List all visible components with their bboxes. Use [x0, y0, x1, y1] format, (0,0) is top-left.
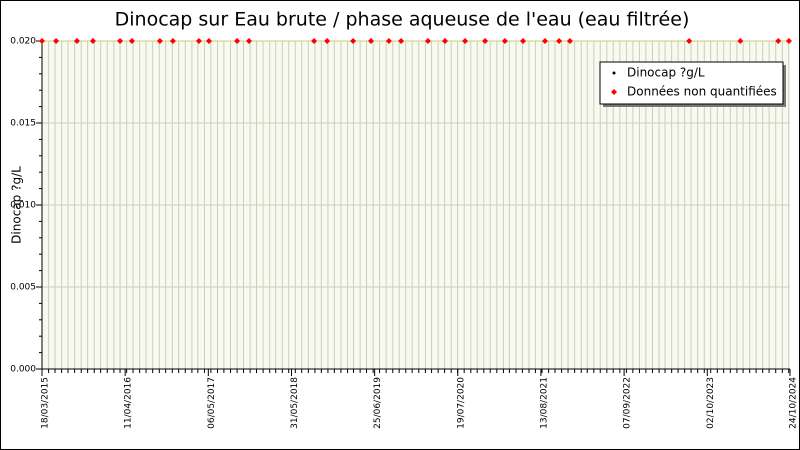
x-tick-label: 25/06/2019: [373, 377, 383, 429]
point: [368, 38, 375, 44]
point: [324, 38, 331, 44]
point: [246, 38, 253, 44]
point: [205, 38, 212, 44]
y-axis-label: Dinocap ?g/L: [10, 166, 24, 244]
point: [737, 38, 744, 44]
point: [53, 38, 60, 44]
x-tick-label: 31/05/2018: [290, 377, 300, 429]
x-tick-label: 07/09/2022: [623, 377, 633, 429]
point: [128, 38, 135, 44]
point: [169, 38, 176, 44]
point: [156, 38, 163, 44]
legend-label: Dinocap ?g/L: [627, 66, 705, 80]
point: [311, 38, 318, 44]
point: [234, 38, 241, 44]
point: [73, 38, 80, 44]
legend: [599, 61, 784, 105]
y-tick-label: 0.005: [10, 283, 36, 293]
point: [501, 38, 508, 44]
y-tick-label: 0.020: [10, 37, 36, 47]
point: [542, 38, 549, 44]
x-tick-label: 02/10/2023: [706, 377, 716, 429]
point: [441, 38, 448, 44]
point: [566, 38, 573, 44]
x-tick-label: 11/04/2016: [124, 377, 134, 429]
chart-title: Dinocap sur Eau brute / phase aqueuse de…: [115, 9, 690, 31]
point: [89, 38, 96, 44]
point: [462, 38, 469, 44]
point: [350, 38, 357, 44]
legend-marker: [612, 71, 616, 75]
point: [785, 38, 792, 44]
x-tick-label: 06/05/2017: [207, 377, 217, 429]
y-tick-label: 0.010: [10, 201, 36, 211]
point: [398, 38, 405, 44]
point: [482, 38, 489, 44]
point: [775, 38, 782, 44]
x-tick-label: 18/03/2015: [41, 377, 51, 429]
point: [686, 38, 693, 44]
legend-marker: [611, 89, 617, 95]
y-tick-label: 0.000: [10, 365, 36, 375]
legend-label: Données non quantifiées: [627, 85, 777, 99]
point: [424, 38, 431, 44]
x-tick-label: 19/07/2020: [456, 377, 466, 429]
point: [117, 38, 124, 44]
point: [195, 38, 202, 44]
point: [39, 38, 45, 44]
point: [385, 38, 392, 44]
point: [556, 38, 563, 44]
x-tick-label: 24/10/2024: [789, 377, 799, 429]
y-tick-label: 0.015: [10, 119, 36, 129]
point: [520, 38, 527, 44]
x-tick-label: 13/08/2021: [539, 377, 549, 429]
